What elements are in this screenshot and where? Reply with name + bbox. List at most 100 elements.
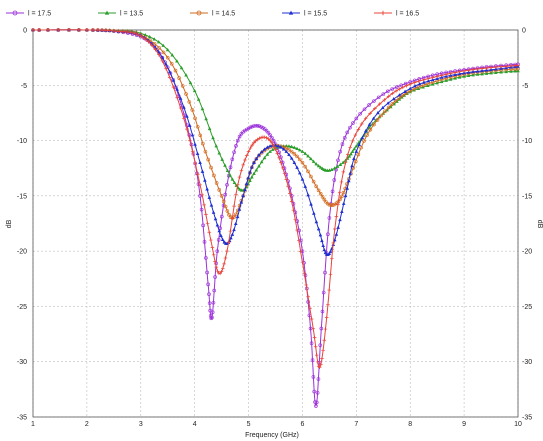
series-marker	[229, 236, 233, 240]
series-marker	[381, 92, 386, 96]
y-tick-label-left: -20	[17, 249, 27, 256]
series-marker	[163, 60, 167, 65]
series-marker	[200, 169, 205, 173]
series-marker	[266, 130, 271, 135]
series-marker	[350, 149, 355, 153]
series-marker	[343, 160, 348, 165]
series-marker	[292, 160, 297, 164]
series-marker	[268, 149, 272, 153]
series-marker	[225, 249, 229, 253]
y-tick-label-right: -15	[522, 193, 532, 200]
series-marker	[359, 122, 364, 126]
series-marker	[314, 219, 319, 224]
series-marker	[475, 72, 480, 76]
series-marker	[367, 103, 371, 107]
series-marker	[350, 139, 355, 143]
series-marker	[112, 29, 116, 33]
series-marker	[297, 148, 302, 152]
series-marker	[308, 306, 312, 311]
series-marker	[142, 36, 147, 41]
series-marker	[345, 130, 350, 135]
series-marker	[408, 82, 413, 86]
series-marker	[177, 76, 181, 80]
series-marker	[385, 89, 390, 94]
series-marker	[209, 165, 213, 170]
series-marker	[237, 175, 242, 179]
series-marker	[295, 154, 299, 159]
series-marker	[150, 43, 154, 48]
series-marker	[100, 28, 104, 33]
series-marker	[417, 77, 422, 81]
series-marker	[208, 308, 212, 313]
y-tick-label-left: -5	[21, 83, 27, 90]
series-marker	[175, 59, 179, 63]
series-marker	[306, 154, 310, 158]
series-marker	[207, 230, 212, 235]
series-marker	[399, 83, 404, 88]
series-marker	[198, 183, 202, 187]
series-marker	[254, 168, 259, 172]
series-marker	[397, 97, 402, 101]
series-marker	[367, 122, 372, 126]
series-marker	[138, 34, 143, 38]
series-marker	[182, 116, 186, 121]
series-marker	[362, 107, 367, 112]
series-marker	[104, 28, 108, 33]
series-marker	[202, 203, 206, 207]
series-marker	[292, 152, 297, 156]
series-marker	[180, 84, 185, 88]
series-marker	[346, 152, 350, 157]
series-marker	[230, 216, 235, 221]
series-marker	[288, 191, 292, 196]
series-marker	[480, 72, 484, 76]
series-marker	[306, 169, 310, 174]
x-tick-label: 3	[139, 421, 143, 428]
series-marker	[243, 158, 247, 162]
legend-label: l = 16.5	[396, 11, 419, 18]
legend-marker	[380, 10, 386, 16]
series-marker	[204, 212, 208, 217]
series-marker	[319, 326, 324, 331]
series-marker	[362, 139, 366, 143]
y-tick-label-left: -35	[17, 415, 27, 422]
series-marker	[354, 149, 359, 153]
series-marker	[223, 256, 228, 260]
series-marker	[212, 173, 216, 178]
series-marker	[313, 344, 318, 349]
series-marker	[356, 127, 361, 132]
y-tick-label-right: -10	[522, 138, 532, 145]
series-marker	[360, 135, 365, 140]
series-marker	[107, 28, 112, 33]
series-marker	[383, 109, 387, 114]
series-marker	[314, 400, 319, 405]
series-marker	[246, 175, 251, 180]
series-marker	[164, 62, 168, 66]
series-marker	[306, 294, 310, 299]
series-marker	[359, 145, 363, 150]
series-marker	[184, 73, 188, 77]
series-marker	[37, 28, 41, 32]
series-marker	[211, 135, 215, 140]
series-marker	[417, 85, 421, 89]
series-marker	[494, 65, 498, 69]
series-marker	[255, 124, 260, 128]
series-marker	[161, 43, 166, 47]
series-marker	[401, 85, 405, 90]
series-marker	[475, 67, 480, 71]
series-marker	[421, 78, 426, 82]
series-marker	[264, 128, 269, 133]
series-marker	[484, 71, 489, 75]
series-marker	[316, 227, 321, 231]
series-marker	[244, 181, 249, 186]
series-marker	[314, 162, 319, 166]
series-marker	[499, 64, 503, 69]
series-marker	[198, 194, 202, 198]
series-marker	[352, 156, 356, 160]
series-marker	[435, 74, 439, 79]
series-marker	[235, 183, 240, 187]
series-marker	[259, 135, 263, 140]
series-marker	[31, 28, 35, 32]
series-marker	[134, 32, 139, 36]
series-marker	[212, 288, 217, 293]
series-marker	[196, 97, 201, 101]
